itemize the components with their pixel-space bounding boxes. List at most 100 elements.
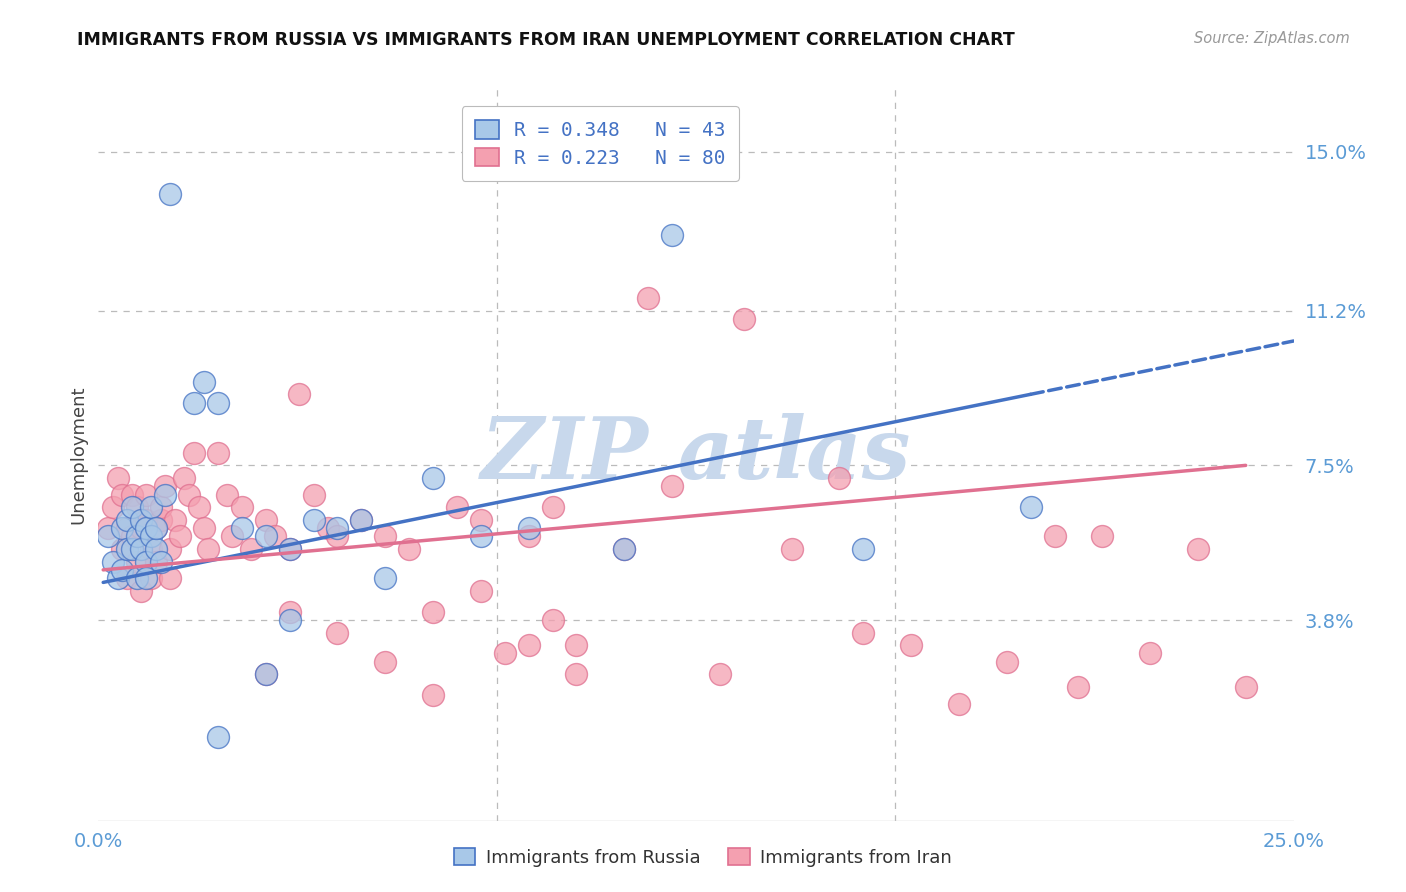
Point	[107, 471, 129, 485]
Point	[145, 541, 167, 556]
Point	[517, 521, 540, 535]
Point	[326, 529, 349, 543]
Point	[709, 667, 731, 681]
Point	[326, 625, 349, 640]
Point	[115, 571, 138, 585]
Point	[115, 513, 138, 527]
Point	[1043, 529, 1066, 543]
Point	[1139, 647, 1161, 661]
Point	[131, 583, 153, 598]
Point	[374, 571, 396, 585]
Text: IMMIGRANTS FROM RUSSIA VS IMMIGRANTS FROM IRAN UNEMPLOYMENT CORRELATION CHART: IMMIGRANTS FROM RUSSIA VS IMMIGRANTS FRO…	[77, 31, 1015, 49]
Point	[221, 529, 243, 543]
Point	[278, 613, 301, 627]
Point	[302, 488, 325, 502]
Point	[163, 513, 186, 527]
Point	[374, 529, 396, 543]
Point	[541, 500, 564, 515]
Point	[111, 488, 134, 502]
Point	[145, 521, 167, 535]
Point	[231, 500, 253, 515]
Point	[97, 529, 120, 543]
Point	[470, 529, 492, 543]
Point	[780, 541, 803, 556]
Point	[149, 513, 172, 527]
Point	[207, 446, 229, 460]
Point	[422, 605, 444, 619]
Legend: R = 0.348   N = 43, R = 0.223   N = 80: R = 0.348 N = 43, R = 0.223 N = 80	[461, 106, 740, 181]
Point	[135, 554, 157, 568]
Point	[565, 667, 588, 681]
Point	[101, 500, 124, 515]
Point	[131, 521, 153, 535]
Text: ZIP atlas: ZIP atlas	[481, 413, 911, 497]
Point	[1187, 541, 1209, 556]
Point	[231, 521, 253, 535]
Point	[1234, 680, 1257, 694]
Point	[131, 541, 153, 556]
Point	[139, 529, 162, 543]
Point	[111, 541, 134, 556]
Point	[155, 479, 177, 493]
Point	[1019, 500, 1042, 515]
Point	[145, 521, 167, 535]
Point	[254, 529, 277, 543]
Point	[494, 647, 516, 661]
Point	[135, 513, 157, 527]
Point	[139, 500, 162, 515]
Point	[207, 395, 229, 409]
Point	[900, 638, 922, 652]
Point	[155, 488, 177, 502]
Point	[135, 521, 157, 535]
Point	[115, 521, 138, 535]
Point	[139, 571, 162, 585]
Point	[197, 541, 219, 556]
Point	[254, 667, 277, 681]
Point	[125, 554, 148, 568]
Point	[828, 471, 851, 485]
Point	[159, 571, 181, 585]
Point	[565, 638, 588, 652]
Point	[125, 529, 148, 543]
Point	[101, 554, 124, 568]
Point	[264, 529, 287, 543]
Text: Source: ZipAtlas.com: Source: ZipAtlas.com	[1194, 31, 1350, 46]
Point	[131, 513, 153, 527]
Point	[183, 395, 205, 409]
Point	[179, 488, 201, 502]
Point	[995, 655, 1018, 669]
Point	[149, 554, 172, 568]
Point	[278, 541, 301, 556]
Point	[135, 571, 157, 585]
Point	[422, 688, 444, 702]
Point	[125, 500, 148, 515]
Point	[541, 613, 564, 627]
Point	[183, 446, 205, 460]
Point	[111, 521, 134, 535]
Legend: Immigrants from Russia, Immigrants from Iran: Immigrants from Russia, Immigrants from …	[447, 841, 959, 874]
Point	[169, 529, 191, 543]
Point	[240, 541, 263, 556]
Point	[187, 500, 209, 515]
Point	[661, 228, 683, 243]
Point	[159, 186, 181, 201]
Point	[121, 529, 143, 543]
Point	[613, 541, 636, 556]
Point	[97, 521, 120, 535]
Point	[422, 471, 444, 485]
Point	[193, 375, 215, 389]
Point	[374, 655, 396, 669]
Point	[517, 529, 540, 543]
Point	[733, 312, 755, 326]
Y-axis label: Unemployment: Unemployment	[69, 385, 87, 524]
Point	[145, 554, 167, 568]
Point	[254, 513, 277, 527]
Point	[637, 291, 659, 305]
Point	[121, 541, 143, 556]
Point	[115, 541, 138, 556]
Point	[350, 513, 373, 527]
Point	[139, 541, 162, 556]
Point	[254, 667, 277, 681]
Point	[278, 541, 301, 556]
Point	[446, 500, 468, 515]
